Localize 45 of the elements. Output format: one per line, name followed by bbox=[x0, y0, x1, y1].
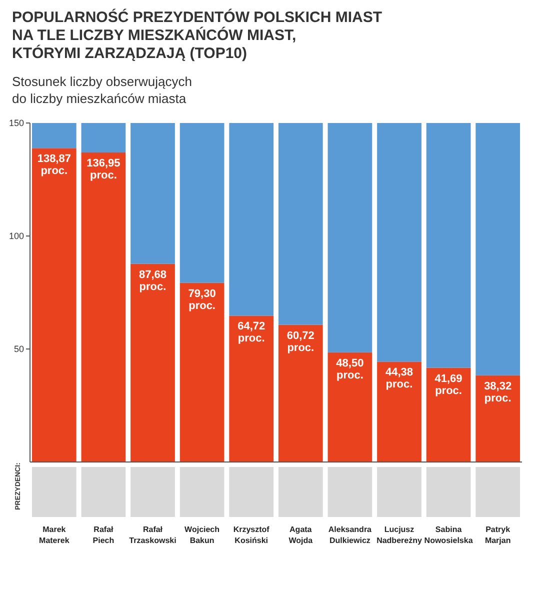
bar bbox=[32, 148, 76, 462]
y-tick-label: 50 bbox=[14, 344, 24, 354]
bar bbox=[426, 123, 471, 368]
x-tick-label: Rafał Piech bbox=[92, 525, 114, 545]
bar bbox=[180, 282, 224, 462]
data-label: 44,38 proc. bbox=[385, 366, 414, 391]
x-tick-label: Lucjusz Nadbereżny bbox=[376, 525, 422, 545]
bar bbox=[328, 123, 372, 352]
data-label: 79,30 proc. bbox=[188, 288, 216, 312]
bar bbox=[180, 123, 224, 283]
bar bbox=[81, 123, 126, 152]
bar bbox=[328, 352, 372, 462]
data-label: 87,68 proc. bbox=[138, 268, 167, 293]
bar bbox=[130, 123, 175, 264]
x-tick-label: Sabina Nowosielska bbox=[424, 525, 474, 545]
x-tick-label: Aleksandra Dulkiewicz bbox=[328, 525, 372, 545]
data-label: 60,72 proc. bbox=[286, 330, 314, 354]
x-tick-label: Patryk Marjan bbox=[484, 525, 511, 545]
bar bbox=[278, 324, 323, 462]
x-tick-label: Wojciech Bakun bbox=[184, 525, 220, 545]
x-tick-label: Agata Wojda bbox=[288, 525, 314, 545]
bar bbox=[32, 123, 76, 148]
x-tick-label: Krzysztof Kosiński bbox=[233, 525, 270, 545]
y-tick-label: 150 bbox=[8, 118, 24, 128]
data-label: 48,50 proc. bbox=[336, 357, 364, 382]
data-label: 64,72 proc. bbox=[238, 320, 266, 345]
data-label: 41,69 proc. bbox=[434, 372, 462, 397]
bar bbox=[377, 362, 422, 462]
x-tick-label: Marek Materek bbox=[39, 525, 70, 545]
y-tick-label: 100 bbox=[8, 231, 24, 241]
data-label: 38,32 proc. bbox=[484, 380, 512, 404]
bar bbox=[229, 316, 274, 462]
data-label: 136,95 proc. bbox=[86, 157, 120, 182]
data-label: 138,87 proc. bbox=[37, 153, 71, 178]
x-tick-label: Rafał Trzaskowski bbox=[129, 525, 176, 545]
bar bbox=[377, 123, 422, 362]
bar bbox=[229, 123, 274, 316]
bar bbox=[278, 123, 323, 325]
bar bbox=[476, 123, 520, 376]
bar bbox=[130, 264, 175, 462]
bar bbox=[426, 368, 471, 462]
chart-title: POPULARNOŚĆ PREZYDENTÓW POLSKICH MIAST NA TLE LICZBY MIESZKAŃCÓW MIAST, KTÓRYMI ZARZĄDZAJĄ (TOP10) bbox=[12, 8, 382, 62]
bar bbox=[476, 375, 520, 462]
y-axis-title: Stosunek liczby obserwujących do liczby mieszkańców miasta bbox=[12, 74, 192, 106]
bar bbox=[81, 152, 126, 462]
